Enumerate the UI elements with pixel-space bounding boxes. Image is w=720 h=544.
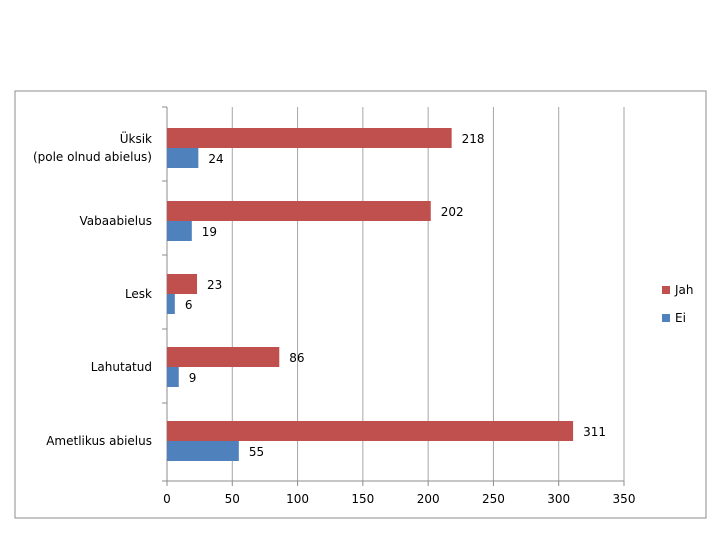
data-label: 311 bbox=[583, 425, 606, 439]
bar-ei bbox=[167, 294, 175, 314]
data-label: 24 bbox=[208, 152, 223, 166]
x-tick-label: 100 bbox=[286, 492, 309, 506]
x-tick-labels: 0 50 100 150 200 250 300 350 bbox=[163, 492, 635, 506]
data-label: 6 bbox=[185, 298, 193, 312]
x-tick-label: 200 bbox=[417, 492, 440, 506]
legend-swatch-ei bbox=[662, 314, 670, 322]
x-tick-label: 0 bbox=[163, 492, 171, 506]
bar-ei bbox=[167, 221, 192, 241]
category-label: (pole olnud abielus) bbox=[33, 150, 152, 164]
data-label: 218 bbox=[462, 132, 485, 146]
category-label: Lahutatud bbox=[91, 360, 152, 374]
x-tick-label: 50 bbox=[225, 492, 240, 506]
chart-frame bbox=[14, 90, 707, 519]
bar-ei bbox=[167, 367, 179, 387]
data-labels: 218 24 202 19 23 6 86 9 311 55 bbox=[185, 132, 606, 459]
category-label: Ametlikus abielus bbox=[46, 434, 152, 448]
x-tick-label: 150 bbox=[351, 492, 374, 506]
bar-ei bbox=[167, 441, 239, 461]
category-label: Lesk bbox=[125, 287, 152, 301]
bar-jah bbox=[167, 128, 452, 148]
gridlines bbox=[162, 106, 625, 486]
category-labels: Üksik (pole olnud abielus) Vabaabielus Lesk… bbox=[33, 130, 152, 448]
data-label: 86 bbox=[289, 351, 304, 365]
data-label: 23 bbox=[207, 278, 222, 292]
bar-jah bbox=[167, 421, 574, 441]
x-tick-label: 250 bbox=[482, 492, 505, 506]
legend-label: Jah bbox=[674, 283, 694, 297]
bars bbox=[167, 128, 574, 461]
category-label: Üksik bbox=[120, 130, 152, 146]
x-tick-label: 350 bbox=[613, 492, 636, 506]
legend-swatch-jah bbox=[662, 286, 670, 294]
data-label: 9 bbox=[189, 371, 197, 385]
bar-jah bbox=[167, 274, 198, 294]
bar-jah bbox=[167, 201, 431, 221]
data-label: 202 bbox=[441, 205, 464, 219]
bar-jah bbox=[167, 347, 280, 367]
x-tick-label: 300 bbox=[547, 492, 570, 506]
bar-ei bbox=[167, 148, 199, 168]
data-label: 55 bbox=[249, 445, 264, 459]
category-label: Vabaabielus bbox=[80, 214, 152, 228]
data-label: 19 bbox=[202, 225, 217, 239]
legend: Jah Ei bbox=[662, 283, 694, 325]
legend-label: Ei bbox=[675, 311, 686, 325]
